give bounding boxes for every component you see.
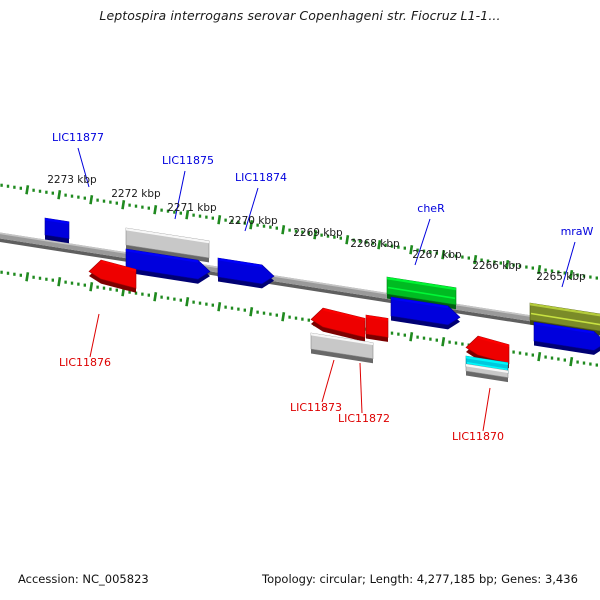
feature-highlight (478, 336, 509, 348)
ruler-tick-label: 2268 kbp (350, 238, 400, 250)
gene-feature[interactable] (386, 276, 457, 310)
ruler-tick-label: 2270 kbp (228, 215, 278, 227)
ruler-tick-label: 2269 kbp (293, 227, 343, 239)
feature-inner-line (387, 286, 456, 300)
feature-body[interactable] (125, 227, 210, 259)
page-title: Leptospira interrogans serovar Copenhage… (99, 8, 501, 23)
feature-body[interactable] (533, 321, 600, 351)
ruler-track-upper (0, 183, 598, 280)
gene-labels[interactable]: LIC11877 LIC11875 LIC11874 cheR mraW LIC11876… (52, 131, 594, 443)
feature-highlight (45, 218, 69, 225)
leader-line (414, 218, 431, 266)
gene-label-mraw[interactable]: mraW (561, 225, 594, 238)
status-bar: Accession: NC_005823 Topology: circular;… (0, 572, 600, 590)
feature-highlight (387, 277, 456, 291)
leader-line (244, 187, 259, 232)
feature-highlight (218, 258, 262, 268)
feature-body[interactable] (386, 276, 457, 306)
topology-label: Topology: circular; Length: 4,277,185 bp… (262, 572, 578, 586)
gene-label-lic11875[interactable]: LIC11875 (162, 154, 214, 167)
gene-label-lic11872[interactable]: LIC11872 (338, 412, 390, 425)
gene-feature[interactable] (533, 321, 600, 355)
feature-highlight (126, 249, 198, 263)
feature-body[interactable] (310, 332, 374, 360)
gene-feature[interactable] (465, 363, 509, 383)
ruler-tick-label: 2265 kbp (536, 271, 586, 283)
feature-highlight (466, 356, 508, 365)
gene-feature[interactable] (44, 217, 70, 244)
gene-label-lic11877[interactable]: LIC11877 (52, 131, 104, 144)
gene-feature[interactable] (365, 314, 389, 342)
feature-highlight (534, 322, 594, 334)
feature-highlight (466, 364, 508, 373)
feature-body[interactable] (529, 302, 600, 332)
gene-label-lic11870[interactable]: LIC11870 (452, 430, 504, 443)
ruler-tick-labels: 2273 kbp 2272 kbp 2271 kbp 2270 kbp 2269 kbp… (47, 174, 586, 283)
ruler-tick-label: 2273 kbp (47, 174, 97, 186)
gene-feature[interactable] (310, 332, 374, 364)
gene-feature[interactable] (88, 259, 137, 293)
feature-highlight (323, 308, 365, 321)
feature-highlight (126, 228, 209, 244)
ruler-tick-label: 2271 kbp (167, 202, 217, 214)
leader-line (359, 362, 363, 414)
accession-label: Accession: NC_005823 (18, 572, 149, 586)
gene-label-cher[interactable]: cheR (417, 202, 445, 215)
label-leader-lines (77, 147, 576, 432)
leader-line (482, 387, 491, 432)
gene-label-lic11876[interactable]: LIC11876 (59, 356, 111, 369)
gene-feature[interactable] (529, 302, 600, 336)
gene-label-lic11874[interactable]: LIC11874 (235, 171, 287, 184)
ruler-tick-label: 2267 kbp (412, 249, 462, 261)
feature-body[interactable] (390, 296, 461, 326)
feature-highlight (366, 315, 388, 321)
leader-line (321, 359, 335, 403)
gene-feature[interactable] (217, 257, 275, 289)
feature-inner-line (530, 312, 600, 326)
leader-line (77, 147, 90, 188)
sequence-axis-line (0, 232, 600, 336)
feature-inner-line (466, 362, 508, 371)
feature-highlight (311, 333, 373, 346)
feature-track[interactable] (44, 217, 600, 383)
gene-feature[interactable] (125, 227, 210, 263)
feature-highlight (391, 297, 448, 309)
ruler-tick-label: 2266 kbp (472, 260, 522, 272)
feature-highlight (530, 303, 600, 317)
leader-line (174, 170, 186, 220)
leader-line (89, 313, 100, 358)
feature-highlight (101, 260, 136, 272)
gene-label-lic11873[interactable]: LIC11873 (290, 401, 342, 414)
leader-line (561, 241, 576, 288)
gene-feature[interactable] (390, 296, 461, 330)
gene-feature[interactable] (125, 248, 211, 284)
gene-feature[interactable] (310, 307, 366, 342)
ruler-tick-label: 2272 kbp (111, 188, 161, 200)
